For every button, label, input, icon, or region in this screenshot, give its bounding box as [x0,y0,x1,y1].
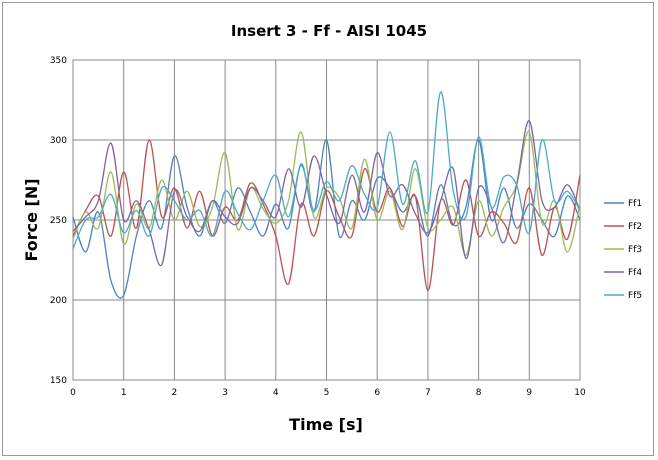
x-tick-label: 0 [70,388,76,398]
legend-label-ff2: Ff2 [628,222,642,232]
x-tick-label: 4 [273,388,279,398]
x-tick-label: 1 [121,388,127,398]
y-tick-label: 250 [50,216,67,226]
tick-labels: 0 1 2 3 4 5 6 7 8 9 10 150 200 250 300 350 [50,56,586,398]
legend-label-ff4: Ff4 [628,268,642,278]
x-tick-label: 7 [425,388,431,398]
y-axis-title: Force [N] [22,178,41,261]
series-line-ff5 [72,91,581,250]
y-tick-label: 300 [50,136,67,146]
series-line-ff4 [72,120,581,267]
y-tick-label: 200 [50,296,67,306]
series-line-ff1 [72,139,581,299]
legend: Ff1 Ff2 Ff3 Ff4 Ff5 [604,199,642,301]
legend-label-ff1: Ff1 [628,199,642,209]
x-tick-label: 6 [374,388,380,398]
x-axis-title: Time [s] [289,415,363,434]
legend-label-ff5: Ff5 [628,291,642,301]
chart-title: Insert 3 - Ff - AISI 1045 [231,22,427,40]
legend-label-ff3: Ff3 [628,245,642,255]
x-tick-label: 2 [172,388,178,398]
x-tick-label: 10 [574,388,586,398]
x-tick-label: 3 [222,388,228,398]
series-group [72,91,581,299]
x-tick-label: 5 [324,388,330,398]
series-line-ff3 [72,131,581,256]
x-tick-label: 9 [526,388,532,398]
series-line-ff2 [72,139,581,292]
y-tick-label: 350 [50,56,67,66]
x-tick-label: 8 [476,388,482,398]
y-tick-label: 150 [50,376,67,386]
